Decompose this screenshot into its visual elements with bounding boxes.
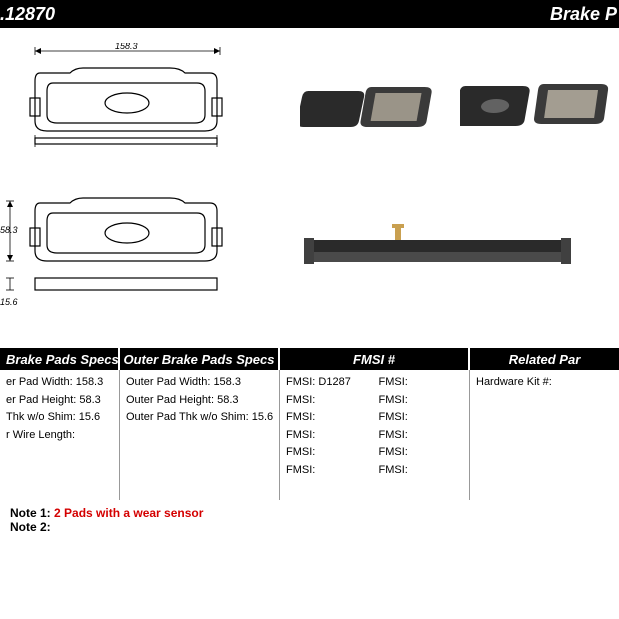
fmsi-r4: FMSI:: [379, 392, 464, 410]
fmsi-r5: FMSI:: [286, 409, 371, 427]
fmsi-r2: FMSI:: [379, 374, 464, 392]
col-header-related: Related Par: [470, 348, 619, 370]
related-col: Hardware Kit #:: [470, 370, 619, 500]
outer-row-2: Outer Pad Height: 58.3: [126, 392, 273, 410]
inner-r3-label: Thk w/o Shim:: [6, 411, 76, 423]
inner-r1-val: 158.3: [76, 376, 104, 388]
tech-side-view: 58.3 15.6: [0, 183, 235, 313]
outer-specs-col: Outer Pad Width: 158.3 Outer Pad Height:…: [120, 370, 280, 500]
inner-row-3: Thk w/o Shim: 15.6: [6, 409, 113, 427]
spec-body: er Pad Width: 158.3 er Pad Height: 58.3 …: [0, 370, 619, 500]
outer-r1-val: 158.3: [213, 376, 241, 388]
note-1: Note 1: 2 Pads with a wear sensor: [10, 506, 609, 520]
fmsi-r10: FMSI:: [379, 444, 464, 462]
dim-height: 58.3: [0, 225, 18, 235]
photo-edge-view: [300, 218, 580, 278]
inner-r2-label: er Pad Height:: [6, 394, 76, 406]
dim-thickness: 15.6: [0, 297, 18, 307]
inner-r1-label: er Pad Width:: [6, 376, 73, 388]
outer-r1-label: Outer Pad Width:: [126, 376, 210, 388]
inner-r2-val: 58.3: [79, 394, 100, 406]
fmsi-v1: D1287: [318, 376, 350, 388]
inner-r3-val: 15.6: [79, 411, 100, 423]
inner-specs-col: er Pad Width: 158.3 er Pad Height: 58.3 …: [0, 370, 120, 500]
spec-header-bar: Brake Pads Specs Outer Brake Pads Specs …: [0, 348, 619, 370]
note1-label: Note 1:: [10, 506, 51, 520]
tech-top-view: 158.3: [5, 43, 235, 153]
dim-width: 158.3: [115, 43, 138, 51]
col-header-outer: Outer Brake Pads Specs: [120, 348, 280, 370]
related-r1: Hardware Kit #:: [476, 374, 613, 392]
fmsi-r1: FMSI: D1287: [286, 374, 371, 392]
photo-group-1: [300, 73, 440, 153]
note-2: Note 2:: [10, 520, 609, 534]
product-type: Brake P: [550, 4, 617, 25]
outer-row-3: Outer Pad Thk w/o Shim: 15.6: [126, 409, 273, 427]
fmsi-r11: FMSI:: [286, 462, 371, 480]
outer-r3-label: Outer Pad Thk w/o Shim:: [126, 411, 249, 423]
col-header-inner: Brake Pads Specs: [0, 348, 120, 370]
fmsi-r7: FMSI:: [286, 427, 371, 445]
fmsi-r9: FMSI:: [286, 444, 371, 462]
diagram-area: 158.3 58.3 15.6: [0, 28, 619, 348]
fmsi-r6: FMSI:: [379, 409, 464, 427]
note2-label: Note 2:: [10, 520, 51, 534]
fmsi-r3: FMSI:: [286, 392, 371, 410]
outer-r2-val: 58.3: [217, 394, 238, 406]
outer-r2-label: Outer Pad Height:: [126, 394, 214, 406]
inner-row-2: er Pad Height: 58.3: [6, 392, 113, 410]
part-number: .12870: [0, 4, 55, 25]
fmsi-r8: FMSI:: [379, 427, 464, 445]
fmsi-col: FMSI: D1287 FMSI: FMSI: FMSI: FMSI: FMSI…: [280, 370, 470, 500]
outer-row-1: Outer Pad Width: 158.3: [126, 374, 273, 392]
note1-text: 2 Pads with a wear sensor: [54, 506, 203, 520]
inner-row-4: r Wire Length:: [6, 427, 113, 445]
outer-r3-val: 15.6: [252, 411, 273, 423]
fmsi-r12: FMSI:: [379, 462, 464, 480]
col-header-fmsi: FMSI #: [280, 348, 470, 370]
photo-group-2: [460, 70, 619, 155]
inner-r4-label: r Wire Length:: [6, 429, 75, 441]
notes-section: Note 1: 2 Pads with a wear sensor Note 2…: [0, 500, 619, 540]
inner-row-1: er Pad Width: 158.3: [6, 374, 113, 392]
fmsi-l: FMSI:: [286, 376, 315, 388]
header-bar: .12870 Brake P: [0, 0, 619, 28]
